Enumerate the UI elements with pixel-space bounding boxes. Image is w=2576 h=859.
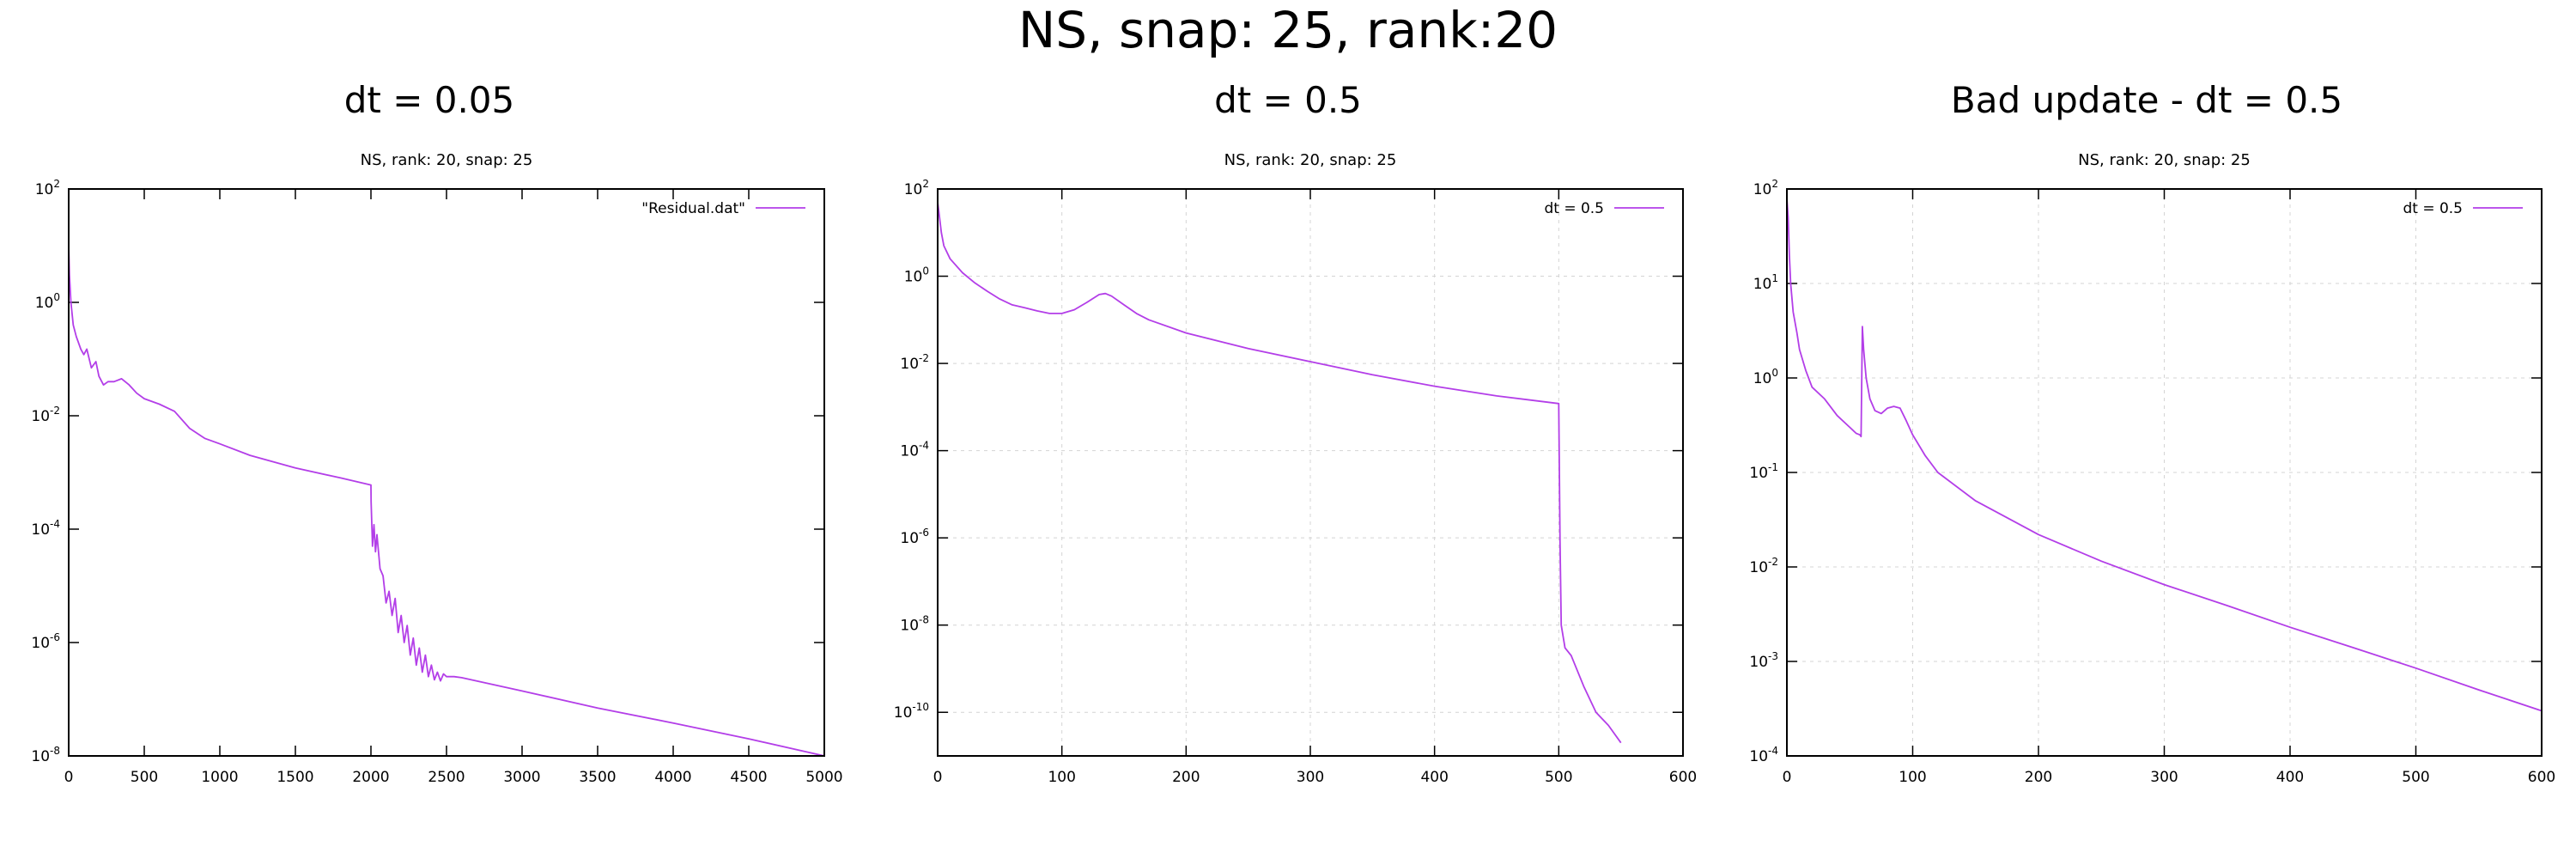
x-tick-label: 0 [64,769,74,786]
y-tick-label: 101 [1753,272,1778,293]
x-tick-label: 300 [2150,769,2178,786]
y-tick-label: 10-2 [1749,556,1778,576]
x-tick-label: 100 [1048,769,1075,786]
x-tick-label: 400 [2276,769,2304,786]
y-tick-label: 10-1 [1749,461,1778,482]
x-tick-label: 600 [1669,769,1697,786]
x-tick-label: 500 [2402,769,2429,786]
x-tick-label: 4000 [654,769,691,786]
panel-title-1: dt = 0.05 [343,79,515,121]
x-tick-label: 3000 [503,769,540,786]
x-tick-label: 1500 [276,769,313,786]
y-tick-label: 102 [35,178,60,198]
plot-frame-2 [937,188,1684,757]
x-tick-label: 3500 [579,769,616,786]
x-tick-label: 500 [1545,769,1572,786]
y-tick-label: 102 [1753,178,1778,198]
y-tick-label: 10-8 [900,614,929,635]
plot-title-1: NS, rank: 20, snap: 25 [361,151,533,169]
x-tick-label: 2500 [428,769,465,786]
y-tick-label: 10-4 [900,440,929,460]
x-tick-label: 0 [1783,769,1792,786]
chart-3: NS, rank: 20, snap: 25 0 100 200 300 400 500 60… [1749,151,2555,786]
x-tick-label: 200 [1172,769,1200,786]
y-tick-label: 10-8 [31,745,60,765]
y-tick-label: 100 [35,291,60,312]
figure-title: NS, snap: 25, rank:20 [1018,1,1558,59]
x-tick-label: 200 [2025,769,2052,786]
x-tick-label: 4500 [730,769,767,786]
panel-title-3: Bad update - dt = 0.5 [1950,79,2343,121]
series-line-1 [68,245,825,757]
plot-title-2: NS, rank: 20, snap: 25 [1224,151,1397,169]
x-tick-label: 0 [933,769,943,786]
series-line-3 [1786,198,2543,712]
x-tick-label: 400 [1420,769,1448,786]
series-line-2 [937,202,1622,744]
y-tick-label: 10-3 [1749,650,1778,671]
x-tick-label: 100 [1899,769,1926,786]
y-tick-label: 100 [1753,367,1778,387]
y-tick-label: 10-4 [31,518,60,539]
legend-label-1: "Residual.dat" [641,200,745,217]
y-tick-label: 10-4 [1749,745,1778,765]
plot-title-3: NS, rank: 20, snap: 25 [2078,151,2251,169]
y-tick-label: 10-6 [31,631,60,652]
panel-title-2: dt = 0.5 [1214,79,1362,121]
y-tick-label: 10-10 [894,701,929,722]
y-tick-label: 10-6 [900,527,929,547]
x-tick-label: 600 [2528,769,2555,786]
y-tick-label: 100 [904,265,929,286]
x-tick-label: 1000 [201,769,238,786]
x-tick-label: 2000 [352,769,389,786]
x-tick-label: 500 [131,769,158,786]
y-tick-label: 10-2 [900,352,929,373]
chart-1: NS, rank: 20, snap: 25 0 500 1000 1500 2000 25… [31,151,842,786]
y-tick-label: 10-2 [31,405,60,425]
legend-label-2: dt = 0.5 [1544,200,1604,217]
plot-frame-1 [68,188,825,757]
plot-frame-3 [1786,188,2543,757]
y-tick-label: 102 [904,178,929,198]
legend-label-3: dt = 0.5 [2403,200,2463,217]
chart-2: NS, rank: 20, snap: 25 0 100 200 300 400 500 60… [894,151,1697,786]
x-tick-label: 300 [1297,769,1324,786]
x-tick-label: 5000 [805,769,842,786]
